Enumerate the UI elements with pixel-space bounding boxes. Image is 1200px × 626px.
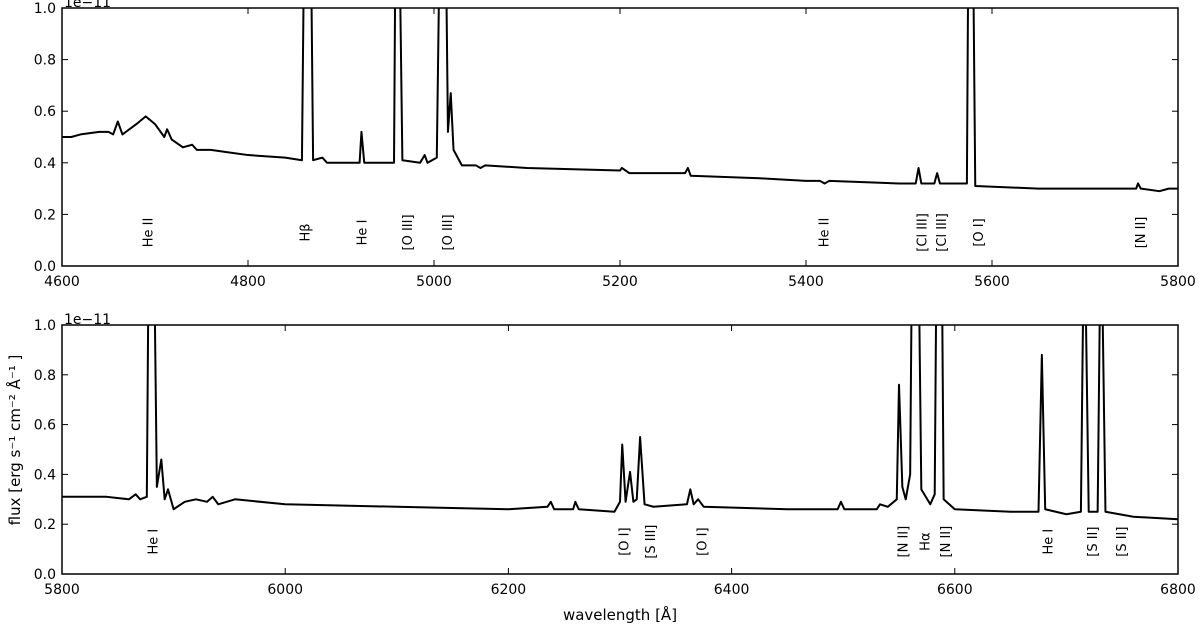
x-tick-label: 6800	[1160, 582, 1196, 598]
y-axis-label: flux [erg s⁻¹ cm⁻² Å⁻¹ ]	[5, 355, 24, 526]
line-label: [S II]	[1086, 527, 1101, 557]
x-tick-label: 6000	[267, 582, 303, 598]
y-tick-label: 0.0	[34, 567, 56, 583]
x-tick-label: 4600	[44, 274, 80, 290]
line-label: [S III]	[644, 525, 659, 559]
y-tick-label: 0.8	[34, 53, 56, 69]
line-label: [O III]	[441, 214, 456, 250]
y-tick-label: 0.8	[34, 368, 56, 384]
line-label: He II	[142, 218, 157, 248]
y-tick-label: 0.4	[34, 156, 56, 172]
y-tick-label: 0.6	[34, 104, 56, 120]
x-tick-label: 6600	[937, 582, 973, 598]
line-label: [Cl III]	[935, 213, 950, 251]
line-label: He I	[146, 529, 161, 555]
line-label: [S II]	[1115, 527, 1130, 557]
line-label: [Cl III]	[915, 213, 930, 251]
spectrum-line	[62, 325, 1178, 521]
x-tick-label: 5400	[788, 274, 824, 290]
axes-frame	[61, 7, 1179, 267]
line-label: [N II]	[939, 526, 954, 558]
y-tick-label: 0.6	[34, 418, 56, 434]
x-tick-label: 5800	[44, 582, 80, 598]
offset-label: 1e−11	[64, 0, 111, 11]
y-tick-label: 1.0	[34, 1, 56, 17]
panel: 4600 4800 5000 5200 5400 5600 5800 0.0 0.2 0.4 0.6…	[34, 0, 1196, 290]
x-tick-label: 6200	[491, 582, 527, 598]
line-label: [O III]	[401, 214, 416, 250]
panel: 5800 6000 6200 6400 6600 6800 0.0 0.2 0.4 0.6 0.8 1…	[5, 312, 1196, 624]
x-tick-label: 5800	[1160, 274, 1196, 290]
line-label: Hα	[919, 532, 934, 550]
y-tick-label: 1.0	[34, 318, 56, 334]
line-label: [N II]	[1134, 217, 1149, 249]
x-tick-label: 6400	[714, 582, 750, 598]
line-label: He I	[1041, 529, 1056, 555]
line-label: He II	[818, 218, 833, 248]
y-tick-label: 0.4	[34, 467, 56, 483]
x-tick-label: 4800	[230, 274, 266, 290]
line-label: He I	[355, 220, 370, 246]
y-tick-label: 0.0	[34, 259, 56, 275]
offset-label: 1e−11	[64, 312, 111, 328]
line-label: [O I]	[695, 527, 710, 555]
axes-frame	[61, 324, 1179, 575]
y-tick-label: 0.2	[34, 207, 56, 223]
x-tick-label: 5600	[974, 274, 1010, 290]
line-label: [N II]	[896, 526, 911, 558]
x-tick-label: 5200	[602, 274, 638, 290]
y-tick-label: 0.2	[34, 517, 56, 533]
line-label: [O I]	[972, 218, 987, 246]
line-label: Hβ	[299, 223, 314, 241]
x-axis-label: wavelength [Å]	[563, 605, 677, 624]
x-tick-label: 5000	[416, 274, 452, 290]
spectrum-line	[62, 8, 1178, 193]
line-label: [O I]	[617, 527, 632, 555]
